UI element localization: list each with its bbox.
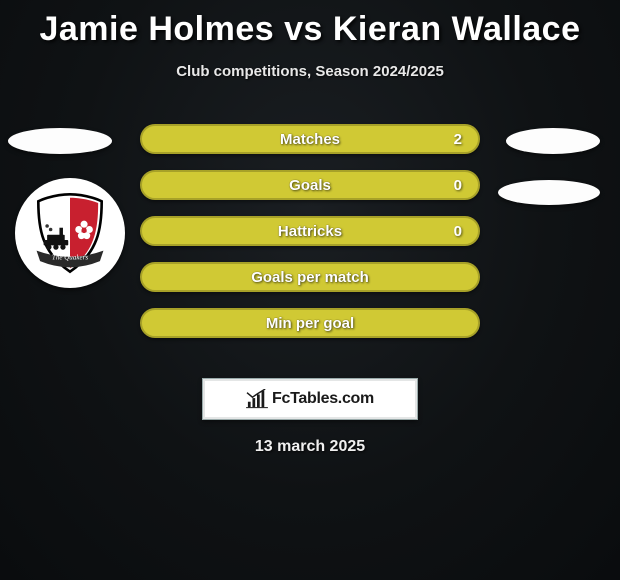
brand-text: FcTables.com bbox=[272, 390, 374, 408]
stat-bar-label: Matches bbox=[280, 131, 340, 148]
left-player-oval bbox=[8, 128, 112, 154]
date-text: 13 march 2025 bbox=[0, 438, 620, 456]
stat-bar: Hattricks 0 bbox=[140, 216, 480, 246]
stat-bar-value: 2 bbox=[454, 126, 462, 152]
stat-bar: Matches 2 bbox=[140, 124, 480, 154]
stat-bar-label: Min per goal bbox=[266, 315, 354, 332]
shield-icon: The Quakers bbox=[26, 189, 114, 277]
stat-bar: Goals per match bbox=[140, 262, 480, 292]
stat-bar-label: Goals bbox=[289, 177, 331, 194]
page-title: Jamie Holmes vs Kieran Wallace bbox=[0, 0, 620, 49]
stat-bars: Matches 2 Goals 0 Hattricks 0 Goals per match M… bbox=[140, 124, 480, 354]
stat-bar-value: 0 bbox=[454, 172, 462, 198]
right-player-oval-2 bbox=[498, 180, 600, 205]
stat-bar: Goals 0 bbox=[140, 170, 480, 200]
brand-box: FcTables.com bbox=[202, 378, 418, 420]
stat-bar-value: 0 bbox=[454, 218, 462, 244]
club-crest: The Quakers bbox=[15, 178, 125, 288]
right-player-oval-1 bbox=[506, 128, 600, 154]
stat-bar-label: Goals per match bbox=[251, 269, 369, 286]
page-subtitle: Club competitions, Season 2024/2025 bbox=[0, 63, 620, 80]
comparison-region: The Quakers Matches2Goals0Hattricks0Goal… bbox=[0, 108, 620, 368]
crest-ribbon-text: The Quakers bbox=[52, 253, 88, 261]
bar-chart-icon bbox=[246, 389, 268, 409]
stat-bar-label: Hattricks bbox=[278, 223, 342, 240]
stat-bar: Min per goal bbox=[140, 308, 480, 338]
